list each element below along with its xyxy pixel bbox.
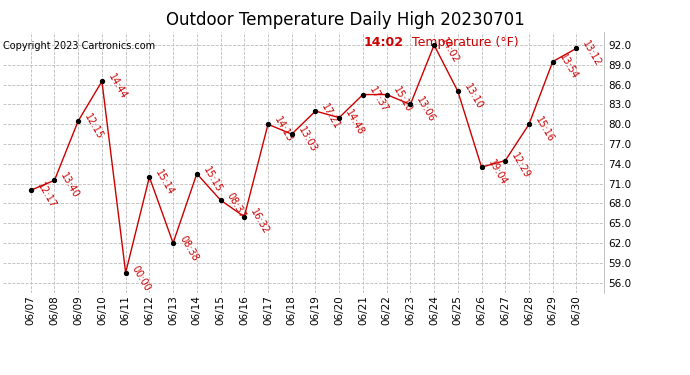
Point bbox=[49, 177, 60, 183]
Text: Outdoor Temperature Daily High 20230701: Outdoor Temperature Daily High 20230701 bbox=[166, 11, 524, 29]
Text: 13:40: 13:40 bbox=[59, 171, 81, 200]
Text: 15:14: 15:14 bbox=[154, 168, 176, 197]
Point bbox=[428, 42, 440, 48]
Point bbox=[524, 121, 535, 127]
Text: 13:03: 13:03 bbox=[296, 125, 319, 154]
Text: 13:54: 13:54 bbox=[557, 53, 580, 81]
Point bbox=[547, 58, 558, 64]
Text: 14:48: 14:48 bbox=[344, 108, 366, 138]
Point bbox=[191, 171, 202, 177]
Text: 15:10: 15:10 bbox=[391, 86, 413, 114]
Text: 15:15: 15:15 bbox=[201, 165, 224, 194]
Point bbox=[357, 92, 368, 98]
Text: 14:02: 14:02 bbox=[364, 36, 404, 49]
Point bbox=[72, 118, 83, 124]
Text: 15:16: 15:16 bbox=[533, 115, 555, 144]
Point bbox=[310, 108, 321, 114]
Text: 00:00: 00:00 bbox=[130, 264, 152, 292]
Text: 17:21: 17:21 bbox=[319, 102, 342, 131]
Point bbox=[168, 240, 179, 246]
Text: 14:13: 14:13 bbox=[272, 115, 295, 144]
Point bbox=[500, 158, 511, 164]
Point bbox=[97, 78, 108, 84]
Point bbox=[453, 88, 464, 94]
Text: 08:37: 08:37 bbox=[225, 191, 247, 220]
Text: 12:15: 12:15 bbox=[82, 112, 105, 141]
Text: 17:37: 17:37 bbox=[367, 86, 390, 115]
Point bbox=[476, 164, 487, 170]
Text: 12:29: 12:29 bbox=[509, 152, 532, 181]
Point bbox=[26, 187, 37, 193]
Point bbox=[286, 131, 297, 137]
Text: Temperature (°F): Temperature (°F) bbox=[412, 36, 518, 49]
Text: 16:32: 16:32 bbox=[248, 207, 271, 237]
Text: 14:02: 14:02 bbox=[438, 36, 461, 65]
Point bbox=[381, 92, 392, 98]
Text: 08:38: 08:38 bbox=[177, 234, 200, 263]
Point bbox=[120, 270, 131, 276]
Point bbox=[239, 214, 250, 220]
Text: Copyright 2023 Cartronics.com: Copyright 2023 Cartronics.com bbox=[3, 41, 155, 51]
Text: 13:06: 13:06 bbox=[415, 95, 437, 124]
Point bbox=[215, 197, 226, 203]
Text: 19:04: 19:04 bbox=[486, 158, 509, 187]
Point bbox=[571, 45, 582, 51]
Text: 13:12: 13:12 bbox=[580, 39, 603, 68]
Text: 14:44: 14:44 bbox=[106, 72, 128, 101]
Point bbox=[334, 115, 345, 121]
Point bbox=[144, 174, 155, 180]
Point bbox=[405, 102, 416, 108]
Text: 12:17: 12:17 bbox=[35, 181, 57, 210]
Point bbox=[262, 121, 273, 127]
Text: 13:10: 13:10 bbox=[462, 82, 484, 111]
